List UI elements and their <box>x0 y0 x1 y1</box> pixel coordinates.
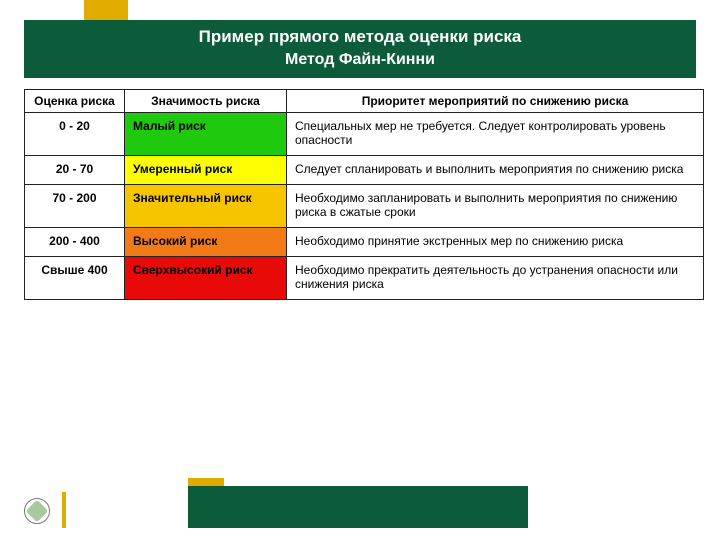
cell-significance: Малый риск <box>125 113 287 156</box>
cell-score: 20 - 70 <box>25 156 125 185</box>
header-priority: Приоритет мероприятий по снижению риска <box>287 90 704 113</box>
cell-significance: Высокий риск <box>125 228 287 257</box>
cell-significance: Сверхвысокий риск <box>125 257 287 300</box>
cell-score: 0 - 20 <box>25 113 125 156</box>
table-row: 20 - 70 Умеренный риск Следует спланиров… <box>25 156 704 185</box>
cell-score: Свыше 400 <box>25 257 125 300</box>
footer-gold-tab <box>188 478 224 486</box>
title-line-2: Метод Файн-Кинни <box>24 51 696 69</box>
cell-priority: Необходимо прекратить деятельность до ус… <box>287 257 704 300</box>
table-row: 200 - 400 Высокий риск Необходимо принят… <box>25 228 704 257</box>
cell-significance: Значительный риск <box>125 185 287 228</box>
cell-score: 70 - 200 <box>25 185 125 228</box>
header-significance: Значимость риска <box>125 90 287 113</box>
title-bar: Пример прямого метода оценки риска Метод… <box>24 20 696 78</box>
header-score: Оценка риска <box>25 90 125 113</box>
cell-priority: Необходимо запланировать и выполнить мер… <box>287 185 704 228</box>
risk-table: Оценка риска Значимость риска Приоритет … <box>24 89 704 300</box>
title-line-1: Пример прямого метода оценки риска <box>24 27 696 47</box>
cell-score: 200 - 400 <box>25 228 125 257</box>
footer-gold-strip <box>62 492 66 528</box>
table-row: 0 - 20 Малый риск Специальных мер не тре… <box>25 113 704 156</box>
footer-green-bar <box>188 486 528 528</box>
cell-significance: Умеренный риск <box>125 156 287 185</box>
cell-priority: Специальных мер не требуется. Следует ко… <box>287 113 704 156</box>
cell-priority: Необходимо принятие экстренных мер по сн… <box>287 228 704 257</box>
footer-logo-icon <box>24 498 50 524</box>
top-gold-block <box>84 0 128 20</box>
cell-priority: Следует спланировать и выполнить меропри… <box>287 156 704 185</box>
table-row: 70 - 200 Значительный риск Необходимо за… <box>25 185 704 228</box>
table-header-row: Оценка риска Значимость риска Приоритет … <box>25 90 704 113</box>
footer-logo-inner <box>26 500 49 523</box>
table-row: Свыше 400 Сверхвысокий риск Необходимо п… <box>25 257 704 300</box>
